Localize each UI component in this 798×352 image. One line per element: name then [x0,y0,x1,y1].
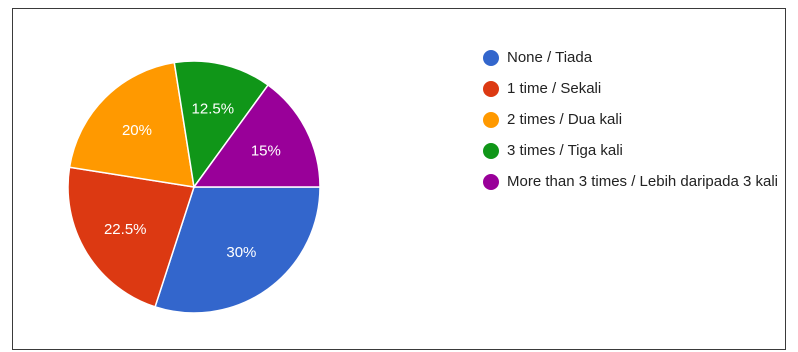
legend-label: 1 time / Sekali [507,80,602,97]
chart-legend: None / Tiada 1 time / Sekali 2 times / Dua… [483,48,793,203]
slice-label-5: 15% [251,142,281,159]
legend-label: More than 3 times / Lebih daripada 3 kal… [507,173,778,190]
pie-slice-1 [154,186,321,314]
slice-label-1: 30% [226,244,256,261]
pie-slice-3 [68,61,195,188]
legend-item-4: 3 times / Tiga kali [483,141,793,161]
legend-item-2: 1 time / Sekali [483,79,793,99]
legend-label: 3 times / Tiga kali [507,142,623,159]
legend-label: None / Tiada [507,49,593,66]
legend-item-5: More than 3 times / Lebih daripada 3 kal… [483,172,793,192]
slice-label-3: 20% [122,122,152,139]
legend-item-1: None / Tiada [483,48,793,68]
legend-swatch [483,81,499,97]
slice-label-2: 22.5% [104,221,147,238]
pie-slice-5 [192,84,321,188]
legend-swatch [483,174,499,190]
pie-slice-2 [67,166,195,308]
legend-swatch [483,50,499,66]
pie-slice-4 [173,60,270,189]
legend-item-3: 2 times / Dua kali [483,110,793,130]
slice-label-4: 12.5% [192,101,235,118]
legend-label: 2 times / Dua kali [507,111,623,128]
legend-swatch [483,143,499,159]
legend-swatch [483,112,499,128]
